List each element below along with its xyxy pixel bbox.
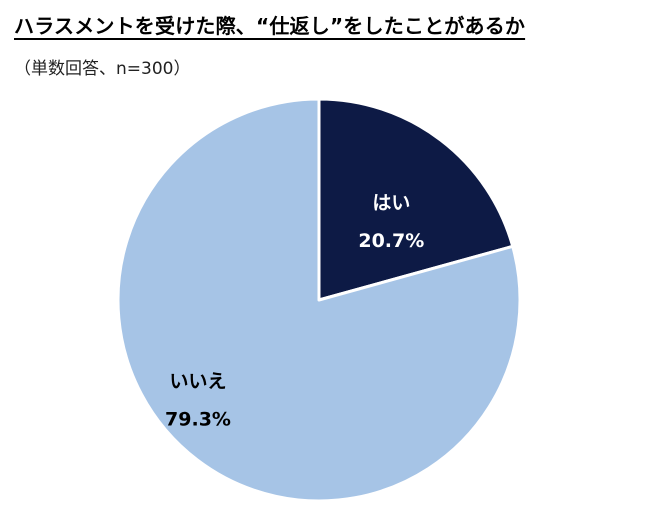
slice-value-yes: 20.7% bbox=[358, 230, 424, 252]
pie-slice-no bbox=[116, 97, 522, 503]
slice-label-yes: はい bbox=[372, 192, 410, 214]
pie-slices bbox=[116, 97, 522, 503]
pie-labels: はい 20.7% いいえ 79.3% bbox=[165, 192, 424, 430]
chart-title: ハラスメントを受けた際、“仕返し”をしたことがあるか bbox=[14, 14, 526, 38]
pie-slice-yes bbox=[317, 97, 515, 302]
slice-label-no: いいえ bbox=[170, 371, 227, 393]
chart-subtitle: （単数回答、n=300） bbox=[14, 59, 191, 79]
slice-value-no: 79.3% bbox=[165, 409, 231, 431]
